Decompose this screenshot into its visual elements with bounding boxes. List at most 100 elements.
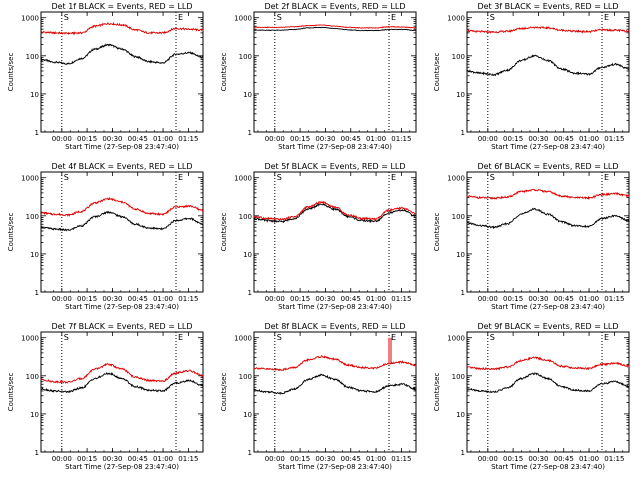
x-tick-label: 01:15 — [178, 135, 198, 143]
y-tick-label: 100 — [239, 53, 252, 61]
y-axis-label: Counts/sec — [433, 53, 441, 92]
x-tick-label: 01:00 — [153, 295, 173, 303]
x-tick-label: 00:00 — [52, 455, 72, 463]
x-tick-label: 00:00 — [52, 135, 72, 143]
time-marker-glyph: E — [604, 173, 609, 182]
y-axis-label: Counts/sec — [7, 53, 15, 92]
x-tick-label: 00:30 — [102, 295, 122, 303]
y-tick-label: 1000 — [447, 335, 465, 343]
time-marker-glyph: S — [490, 13, 495, 22]
events-series-line — [40, 371, 204, 394]
panel-title: Det 4f BLACK = Events, RED = LLD — [51, 162, 192, 171]
time-marker-glyph: S — [490, 333, 495, 342]
x-axis-label: Start Time (27-Sep-08 23:47:40) — [491, 463, 605, 471]
lld-series-line — [40, 362, 204, 385]
y-tick-label: 100 — [26, 373, 39, 381]
y-tick-label: 10 — [456, 411, 465, 419]
x-tick-label: 01:00 — [366, 455, 386, 463]
time-marker-glyph: S — [490, 173, 495, 182]
y-tick-label: 1 — [461, 129, 465, 137]
time-marker-glyph: E — [391, 333, 396, 342]
y-tick-label: 1 — [461, 449, 465, 457]
y-tick-label: 1 — [461, 289, 465, 297]
x-tick-label: 00:30 — [102, 455, 122, 463]
x-tick-label: 00:00 — [265, 455, 285, 463]
x-tick-label: 01:00 — [366, 295, 386, 303]
x-tick-label: 01:15 — [391, 135, 411, 143]
plot-frame — [40, 171, 204, 293]
y-tick-label: 100 — [239, 213, 252, 221]
x-tick-label: 01:00 — [153, 135, 173, 143]
x-tick-label: 00:30 — [315, 455, 335, 463]
time-marker-glyph: S — [277, 173, 282, 182]
y-axis-label: Counts/sec — [7, 373, 15, 412]
y-axis-label: Counts/sec — [433, 373, 441, 412]
y-tick-label: 10 — [30, 411, 39, 419]
x-tick-label: 00:30 — [102, 135, 122, 143]
y-tick-label: 1 — [248, 449, 252, 457]
x-tick-label: 01:00 — [579, 135, 599, 143]
x-axis-label: Start Time (27-Sep-08 23:47:40) — [65, 463, 179, 471]
detector-panel: Det 3f BLACK = Events, RED = LLD 1 10 100 10… — [433, 2, 630, 151]
y-tick-label: 1 — [248, 129, 252, 137]
x-tick-label: 01:15 — [604, 455, 624, 463]
x-tick-label: 00:45 — [554, 455, 574, 463]
x-tick-label: 00:30 — [315, 135, 335, 143]
plot-frame — [253, 331, 417, 453]
events-series-line — [40, 210, 204, 232]
y-tick-label: 1000 — [21, 335, 39, 343]
time-marker-glyph: E — [178, 173, 183, 182]
x-tick-label: 00:30 — [528, 135, 548, 143]
x-tick-label: 00:30 — [528, 455, 548, 463]
y-axis-label: Counts/sec — [433, 213, 441, 252]
x-tick-label: 00:15 — [77, 295, 97, 303]
y-tick-label: 1000 — [234, 15, 252, 23]
events-series-line — [40, 43, 204, 65]
plot-frame — [466, 11, 630, 133]
plot-frame — [466, 331, 630, 453]
lld-series-line — [466, 188, 630, 201]
panel-title: Det 5f BLACK = Events, RED = LLD — [264, 162, 405, 171]
y-tick-label: 1 — [248, 289, 252, 297]
time-marker-glyph: E — [391, 173, 396, 182]
x-tick-label: 00:45 — [554, 295, 574, 303]
detector-panel: Det 1f BLACK = Events, RED = LLD 1 10 100 10… — [7, 2, 204, 151]
y-tick-label: 1000 — [21, 15, 39, 23]
y-tick-label: 10 — [456, 251, 465, 259]
time-marker-glyph: E — [604, 333, 609, 342]
y-axis-label: Counts/sec — [220, 53, 228, 92]
detector-panel: Det 8f BLACK = Events, RED = LLD 1 10 100 10… — [220, 322, 417, 471]
x-axis-label: Start Time (27-Sep-08 23:47:40) — [278, 143, 392, 151]
y-tick-label: 1 — [35, 129, 39, 137]
y-axis-label: Counts/sec — [220, 213, 228, 252]
y-tick-label: 100 — [452, 53, 465, 61]
lld-series-line — [253, 200, 417, 221]
y-tick-label: 10 — [243, 91, 252, 99]
y-tick-label: 100 — [26, 213, 39, 221]
x-axis-label: Start Time (27-Sep-08 23:47:40) — [491, 143, 605, 151]
x-tick-label: 00:30 — [315, 295, 335, 303]
x-tick-label: 00:15 — [290, 135, 310, 143]
y-tick-label: 1000 — [234, 335, 252, 343]
x-axis-label: Start Time (27-Sep-08 23:47:40) — [65, 303, 179, 311]
y-tick-label: 10 — [243, 411, 252, 419]
panel-title: Det 6f BLACK = Events, RED = LLD — [477, 162, 618, 171]
x-axis-label: Start Time (27-Sep-08 23:47:40) — [278, 303, 392, 311]
time-marker-glyph: S — [277, 13, 282, 22]
x-tick-label: 01:00 — [579, 455, 599, 463]
x-axis-label: Start Time (27-Sep-08 23:47:40) — [491, 303, 605, 311]
panel-title: Det 9f BLACK = Events, RED = LLD — [477, 322, 618, 331]
x-tick-label: 00:15 — [503, 295, 523, 303]
x-tick-label: 00:15 — [503, 135, 523, 143]
x-tick-label: 00:15 — [503, 455, 523, 463]
lld-series-line — [254, 24, 417, 29]
time-marker-glyph: S — [277, 333, 282, 342]
x-tick-label: 00:00 — [52, 295, 72, 303]
events-series-line — [253, 202, 417, 224]
time-marker-glyph: S — [64, 333, 69, 342]
time-marker-glyph: E — [391, 13, 396, 22]
plot-frame — [466, 171, 630, 293]
y-tick-label: 10 — [30, 91, 39, 99]
lld-series-line — [466, 356, 630, 371]
detector-panel: Det 5f BLACK = Events, RED = LLD 1 10 100 10… — [220, 162, 417, 311]
